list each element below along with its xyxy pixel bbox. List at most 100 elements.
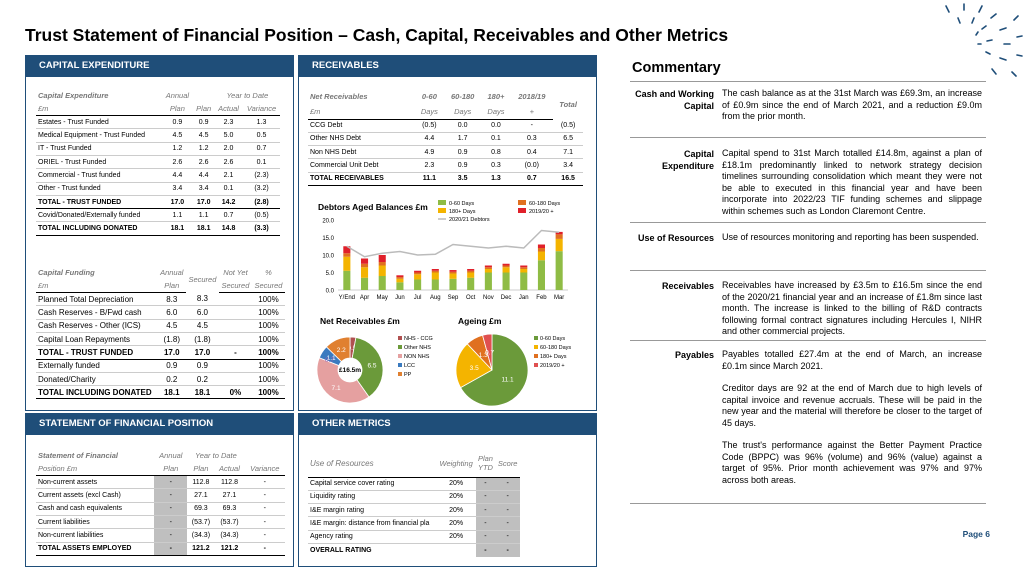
table-cell: TOTAL INCLUDING DONATED [36, 385, 158, 400]
sofp-panel [25, 435, 294, 567]
table-cell: 112.8 [187, 475, 215, 490]
table-cell: (2.8) [242, 194, 281, 210]
table-cell: - [475, 490, 496, 505]
bar-segment [343, 246, 351, 254]
table-cell: 2.3 [214, 115, 243, 130]
bar-segment [396, 275, 404, 278]
commentary-label: Use of Resources [637, 233, 714, 243]
table-cell: I&E margin: distance from financial pla [308, 516, 437, 531]
x-tick-label: Feb [536, 295, 547, 301]
table-cell: 121.2 [187, 541, 215, 556]
table-cell: 1.3 [481, 171, 511, 186]
bar-segment [414, 279, 422, 290]
table-row: OVERALL RATING - - [308, 542, 520, 557]
table-cell: - [154, 541, 188, 556]
table-cell: 5.0 [214, 128, 243, 143]
table-cell: - [495, 490, 520, 505]
table-row: TOTAL INCLUDING DONATED 18.1 18.1 14.8 (3.3) [36, 221, 285, 236]
table-cell: 4.5 [157, 319, 186, 333]
table-cell: 0.1 [481, 132, 511, 147]
table-cell: 0.9 [192, 115, 215, 130]
table-cell: - [154, 515, 188, 530]
table-cell: (0.5) [414, 119, 444, 133]
table-cell: (3.3) [242, 221, 281, 236]
bar-segment [502, 267, 510, 273]
debtors-aged-chart: Debtors Aged Balances £m 0.0 5.0 10.0 15.0 20… [318, 200, 568, 301]
chart-title: Debtors Aged Balances £m [318, 202, 428, 212]
bar-segment [467, 272, 475, 278]
bar-segment [431, 272, 439, 280]
table-cell: 2.6 [192, 155, 215, 170]
table-cell: 112.8 [214, 475, 245, 490]
legend-swatch [398, 363, 402, 367]
center-label: £16.5m [339, 367, 361, 374]
pie-slice [351, 337, 384, 398]
legend-label: 0-60 Days [449, 201, 474, 207]
table-cell: 0.0 [443, 119, 482, 133]
table-cell [218, 372, 252, 387]
table-cell: 1.2 [161, 142, 193, 156]
x-tick-label: Jan [519, 295, 529, 301]
table-cell: 27.1 [214, 488, 245, 503]
bar-segment [396, 277, 404, 279]
table-cell [218, 319, 252, 333]
table-cell: 0.8 [481, 145, 511, 160]
table-cell: 4.4 [192, 168, 215, 183]
table-row: Planned Total Depreciation 8.3 8.3 100% [36, 292, 285, 307]
x-tick-label: Aug [430, 295, 441, 301]
bar-segment [361, 263, 369, 268]
slice-label: 0.5 [348, 345, 357, 352]
sofp-table: Statement of Financial Annual Year to Date… [36, 449, 285, 556]
table-cell: Capital Loan Repayments [36, 332, 158, 347]
table-cell: - [475, 516, 496, 531]
table-row: Non-current liabilities - (34.3) (34.3) - [36, 528, 285, 543]
table-cell: Non-current assets [36, 475, 155, 490]
table-cell: - [475, 530, 496, 544]
table-cell: Non-current liabilities [36, 528, 155, 543]
table-cell: 2.0 [214, 142, 243, 156]
table-cell: 4.9 [414, 145, 444, 160]
table-cell: 0.3 [510, 132, 554, 147]
table-cell: 1.3 [242, 115, 281, 130]
bar-segment [343, 270, 351, 290]
table-cell: 8.3 [157, 292, 186, 307]
table-cell: (0.0) [510, 158, 554, 173]
commentary-text: The cash balance as at the 31st March wa… [722, 88, 982, 121]
table-cell: 100% [251, 385, 285, 400]
table-row: TOTAL - TRUST FUNDED 17.0 17.0 14.2 (2.8) [36, 194, 285, 210]
table-cell: Covid/Donated/Externally funded [36, 208, 162, 223]
decorative-dots-graphic [945, 3, 1023, 77]
table-cell [436, 542, 476, 557]
table-row: Other - Trust funded 3.4 3.4 0.1 (3.2) [36, 182, 285, 196]
other-metrics-header: OTHER METRICS [298, 413, 597, 435]
table-row: Non NHS Debt 4.9 0.9 0.8 0.4 7.1 [308, 145, 583, 160]
bar-segment [449, 270, 457, 272]
commentary-label: Capital Expenditure [661, 149, 714, 171]
bar-segment [520, 267, 528, 269]
bar-segment [555, 251, 563, 290]
commentary-label: Receivables [661, 281, 714, 291]
table-cell: 17.0 [161, 194, 193, 210]
commentary-title: Commentary [632, 60, 721, 76]
slice-label: 6.5 [367, 363, 376, 370]
table-cell: 100% [251, 319, 285, 333]
table-cell: (34.3) [214, 528, 245, 543]
x-tick-label: Nov [483, 295, 494, 301]
table-cell: CCG Debt [308, 119, 415, 133]
legend-label: LCC [404, 363, 415, 369]
table-cell: (34.3) [187, 528, 215, 543]
table-cell: 0.7 [242, 142, 281, 156]
table-cell: 18.1 [161, 221, 193, 236]
legend-swatch [534, 354, 538, 358]
table-cell: 69.3 [214, 502, 245, 516]
legend-label: 60-180 Days [540, 345, 571, 351]
legend-label: 180+ Days [540, 354, 567, 360]
legend-label: 0-60 Days [540, 336, 565, 342]
bar-segment [502, 263, 510, 266]
bar-segment [449, 271, 457, 274]
table-cell: 0.2 [185, 372, 219, 387]
table-cell: TOTAL INCLUDING DONATED [36, 221, 162, 236]
table-cell: I&E margin rating [308, 503, 437, 518]
table-cell [218, 305, 252, 320]
table-cell: 1.1 [161, 208, 193, 223]
